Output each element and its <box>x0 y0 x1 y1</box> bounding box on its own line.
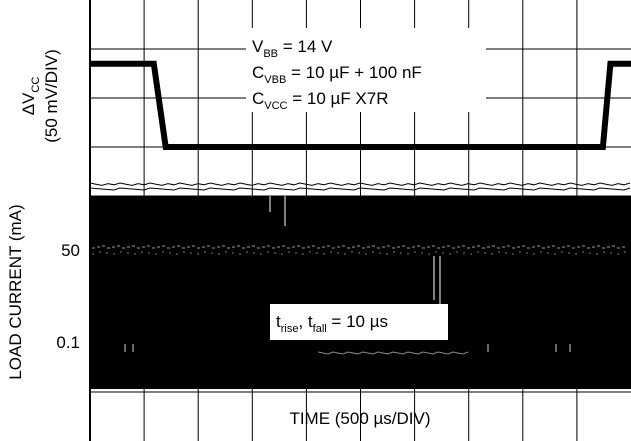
top-ylabel-scale: (50 mV/DIV) <box>42 49 61 143</box>
vcc-noise-line <box>89 187 631 191</box>
condition-vbb: VBB = 14 V <box>252 37 333 60</box>
vcc-noise-line <box>89 182 631 186</box>
load-current-band <box>90 196 631 389</box>
band-noise <box>92 196 626 355</box>
top-ylabel: ΔVCC <box>19 77 42 116</box>
tick-label-50: 50 <box>61 241 80 260</box>
x-axis-label: TIME (500 µs/DIV) <box>289 409 430 428</box>
low-level-trace <box>317 351 469 355</box>
condition-cvcc: CVCC = 10 µF X7R <box>252 89 389 112</box>
bottom-ylabel: LOAD CURRENT (mA) <box>6 204 25 379</box>
condition-cvbb: CVBB = 10 µF + 100 nF <box>252 63 422 86</box>
vcc-trace <box>90 60 631 150</box>
tick-label-0-1: 0.1 <box>56 333 80 352</box>
transition-label: trise, tfall = 10 µs <box>276 312 388 335</box>
transition-box <box>270 304 448 340</box>
conditions-box <box>246 28 486 112</box>
